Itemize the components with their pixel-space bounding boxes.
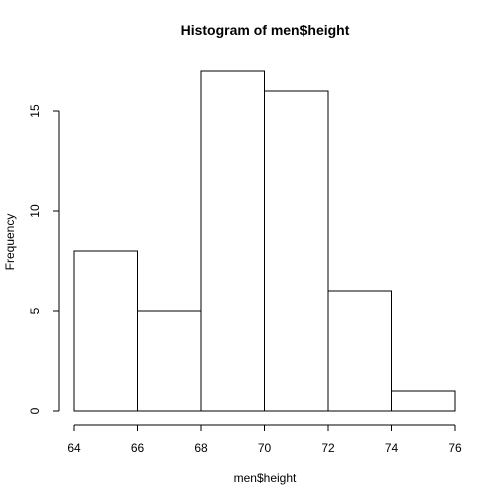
y-tick-label: 5 [28, 307, 42, 314]
x-tick-label: 64 [67, 441, 81, 455]
x-tick-label: 68 [194, 441, 208, 455]
y-tick-label: 0 [28, 407, 42, 414]
chart-title: Histogram of men$height [181, 22, 350, 38]
histogram-bar [73, 250, 138, 412]
histogram-bar [391, 390, 456, 412]
x-tick-label: 76 [448, 441, 462, 455]
bars-group [73, 70, 456, 412]
y-axis-label: Frequency [3, 214, 17, 271]
x-tick-label: 72 [321, 441, 335, 455]
histogram-bar [264, 90, 329, 412]
x-tick-label: 70 [258, 441, 272, 455]
x-axis-label: men$height [234, 471, 297, 485]
x-axis: 64 66 68 70 72 74 76 [67, 424, 462, 455]
y-tick-label: 10 [28, 204, 42, 218]
histogram-bar [200, 70, 265, 412]
histogram-bar [327, 290, 392, 412]
x-tick-label: 66 [131, 441, 145, 455]
y-axis: 0 5 10 15 [28, 104, 60, 414]
x-tick-label: 74 [385, 441, 399, 455]
y-tick-label: 15 [28, 104, 42, 118]
histogram-bar [137, 310, 202, 412]
